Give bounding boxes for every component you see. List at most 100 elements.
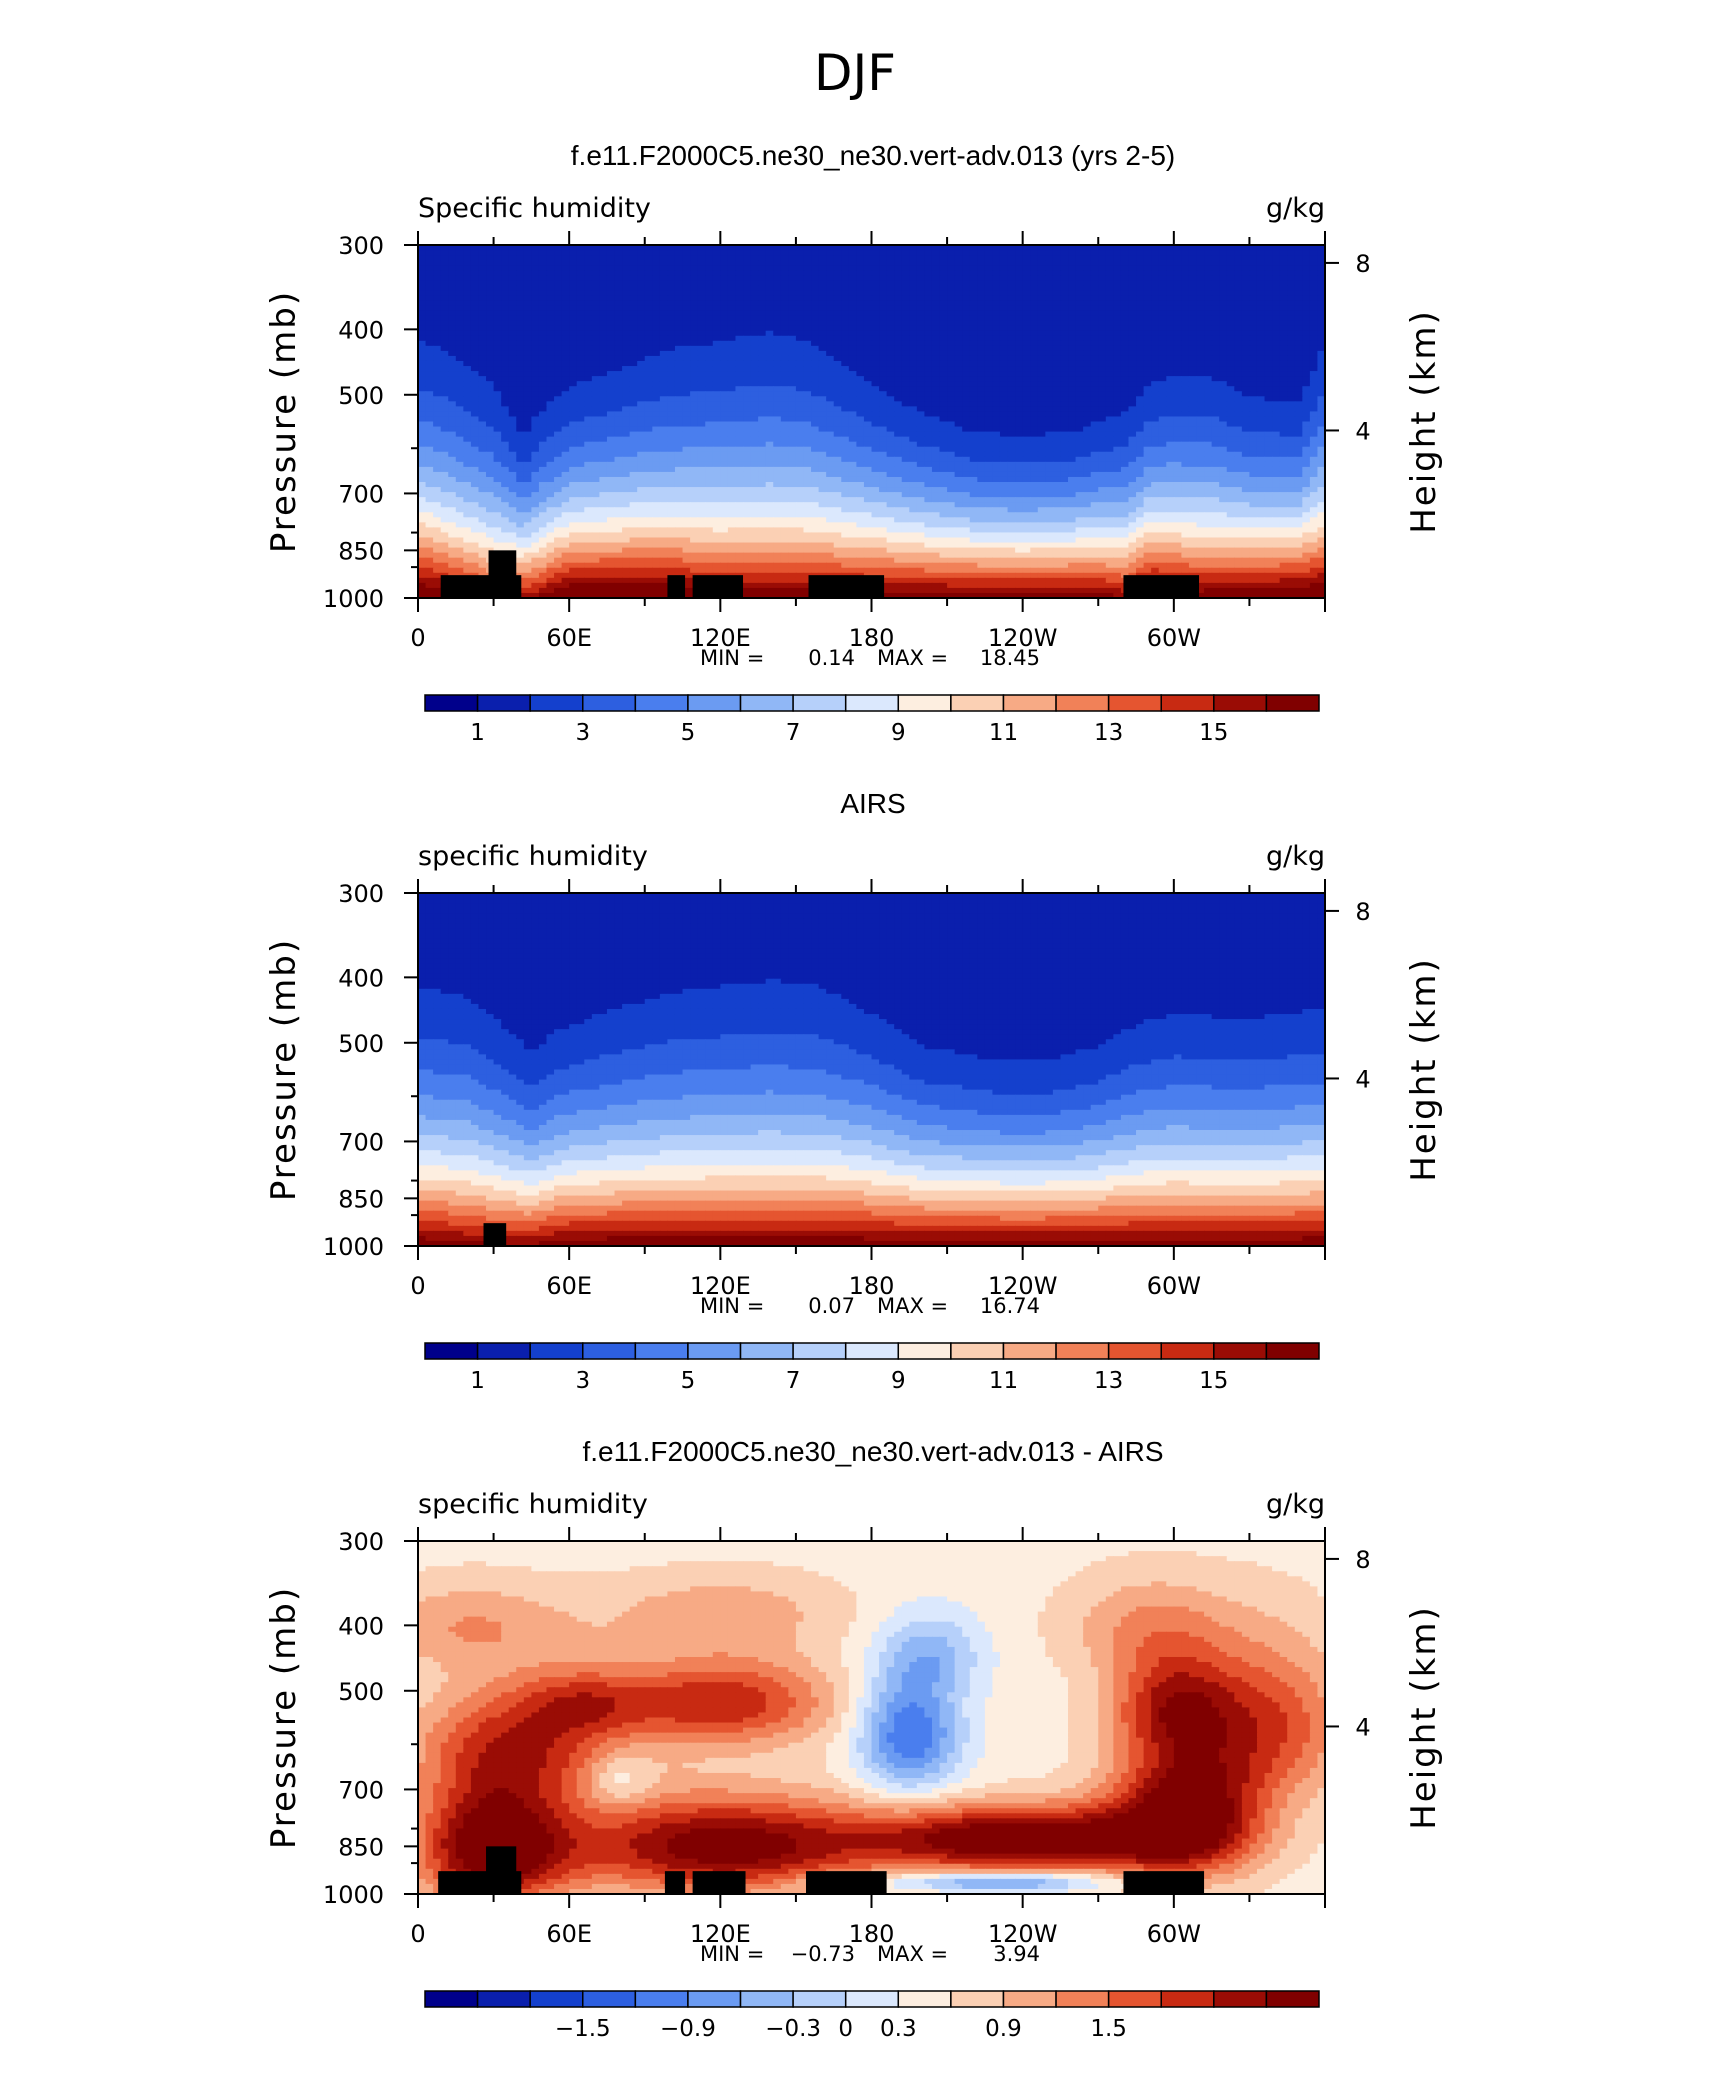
contour-cell — [992, 290, 1000, 296]
contour-cell — [667, 336, 675, 342]
contour-cell — [713, 265, 721, 271]
contour-cell — [947, 306, 955, 312]
contour-cell — [932, 311, 940, 317]
contour-cell — [630, 336, 638, 342]
contour-cell — [690, 351, 698, 357]
contour-cell — [1151, 255, 1159, 261]
contour-cell — [796, 341, 804, 347]
contour-cell — [441, 351, 449, 357]
contour-cell — [1151, 341, 1159, 347]
contour-cell — [562, 331, 570, 337]
contour-cell — [1197, 295, 1205, 301]
contour-cell — [947, 270, 955, 276]
contour-cell — [463, 250, 471, 256]
contour-cell — [471, 265, 479, 271]
contour-cell — [524, 326, 532, 332]
contour-cell — [1121, 331, 1129, 337]
contour-cell — [1159, 306, 1167, 312]
contour-cell — [841, 346, 849, 352]
contour-cell — [516, 250, 524, 256]
contour-cell — [1144, 316, 1152, 322]
contour-cell — [743, 341, 751, 347]
contour-cell — [456, 321, 464, 327]
contour-cell — [690, 306, 698, 312]
contour-cell — [637, 316, 645, 322]
contour-cell — [494, 361, 502, 367]
contour-cell — [819, 265, 827, 271]
contour-cell — [1295, 331, 1303, 337]
contour-cell — [675, 265, 683, 271]
contour-cell — [864, 316, 872, 322]
contour-cell — [1068, 265, 1076, 271]
contour-cell — [947, 250, 955, 256]
contour-cell — [1106, 326, 1114, 332]
contour-cell — [1038, 351, 1046, 357]
contour-cell — [426, 371, 434, 377]
contour-cell — [1249, 336, 1257, 342]
contour-cell — [970, 336, 978, 342]
contour-cell — [766, 326, 774, 332]
contour-cell — [418, 265, 426, 271]
contour-cell — [562, 265, 570, 271]
contour-cell — [970, 361, 978, 367]
contour-cell — [834, 361, 842, 367]
contour-cell — [637, 341, 645, 347]
contour-cell — [728, 351, 736, 357]
contour-cell — [667, 275, 675, 281]
contour-cell — [955, 336, 963, 342]
contour-cell — [917, 366, 925, 372]
contour-cell — [599, 295, 607, 301]
contour-cell — [698, 316, 706, 322]
contour-cell — [531, 311, 539, 317]
contour-cell — [887, 295, 895, 301]
contour-cell — [864, 270, 872, 276]
contour-cell — [546, 316, 554, 322]
contour-cell — [1219, 356, 1227, 362]
contour-cell — [463, 300, 471, 306]
contour-cell — [494, 285, 502, 291]
contour-cell — [456, 270, 464, 276]
contour-cell — [1083, 361, 1091, 367]
contour-cell — [1249, 316, 1257, 322]
contour-cell — [1166, 326, 1174, 332]
contour-cell — [1166, 336, 1174, 342]
contour-cell — [705, 316, 713, 322]
contour-cell — [554, 351, 562, 357]
contour-cell — [1280, 290, 1288, 296]
contour-cell — [728, 255, 736, 261]
contour-cell — [698, 295, 706, 301]
contour-cell — [977, 356, 985, 362]
contour-cell — [456, 300, 464, 306]
contour-cell — [501, 270, 509, 276]
contour-cell — [418, 311, 426, 317]
contour-cell — [819, 285, 827, 291]
contour-cell — [796, 275, 804, 281]
contour-cell — [1128, 351, 1136, 357]
contour-cell — [803, 316, 811, 322]
contour-cell — [622, 361, 630, 367]
contour-cell — [577, 290, 585, 296]
contour-cell — [494, 336, 502, 342]
contour-cell — [1038, 295, 1046, 301]
contour-cell — [652, 275, 660, 281]
contour-cell — [947, 265, 955, 271]
contour-cell — [917, 341, 925, 347]
contour-cell — [1174, 351, 1182, 357]
contour-cell — [1159, 260, 1167, 266]
contour-cell — [947, 331, 955, 337]
contour-cell — [1159, 336, 1167, 342]
contour-cell — [1234, 306, 1242, 312]
contour-cell — [683, 306, 691, 312]
contour-cell — [1098, 361, 1106, 367]
contour-cell — [1038, 356, 1046, 362]
contour-cell — [909, 316, 917, 322]
contour-cell — [1280, 316, 1288, 322]
contour-cell — [1121, 265, 1129, 271]
contour-cell — [879, 346, 887, 352]
contour-cell — [955, 326, 963, 332]
contour-cell — [1227, 356, 1235, 362]
contour-cell — [1280, 295, 1288, 301]
contour-cell — [924, 265, 932, 271]
contour-cell — [758, 356, 766, 362]
contour-cell — [1265, 290, 1273, 296]
